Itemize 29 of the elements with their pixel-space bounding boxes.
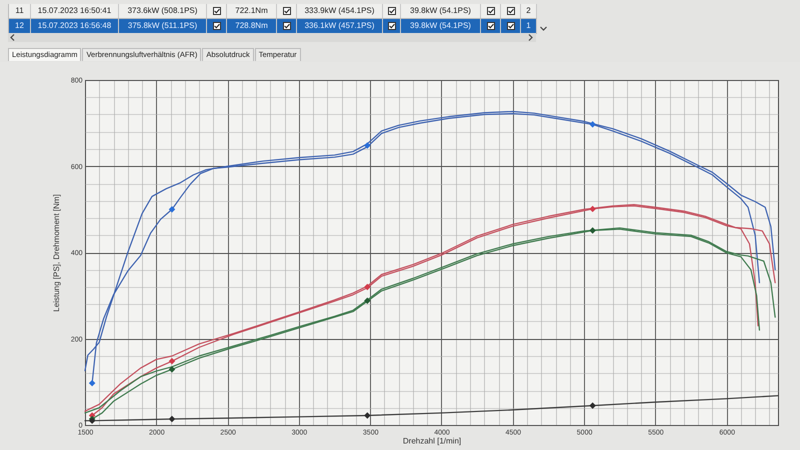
text: 1 bbox=[521, 19, 537, 33]
point bbox=[168, 416, 176, 422]
text: 39.8kW (54.1PS) bbox=[401, 19, 481, 33]
text: 373.6kW (508.1PS) bbox=[119, 4, 207, 18]
point bbox=[364, 284, 371, 290]
point bbox=[364, 142, 371, 149]
point bbox=[168, 206, 176, 213]
text: 336.1kW (457.1PS) bbox=[297, 19, 383, 33]
text: 2 bbox=[521, 4, 537, 18]
text: 15.07.2023 16:50:41 bbox=[31, 4, 119, 18]
text: 375.8kW (511.1PS) bbox=[119, 19, 207, 33]
text: 39.8kW (54.1PS) bbox=[401, 4, 481, 18]
point bbox=[589, 402, 596, 409]
point bbox=[88, 380, 96, 386]
point bbox=[364, 298, 371, 304]
point bbox=[168, 366, 176, 373]
text: 12 bbox=[9, 19, 31, 33]
point bbox=[364, 412, 371, 419]
text: 728.8Nm bbox=[227, 19, 277, 33]
text: 722.1Nm bbox=[227, 4, 277, 18]
point bbox=[589, 227, 596, 234]
y-axis-title: Leistung [PS], Drehmoment [Nm] bbox=[52, 194, 61, 312]
point bbox=[589, 206, 596, 212]
text: 11 bbox=[9, 4, 31, 18]
text: 15.07.2023 16:56:48 bbox=[31, 19, 119, 33]
point bbox=[589, 121, 596, 128]
point bbox=[168, 358, 176, 364]
text: 333.9kW (454.1PS) bbox=[297, 4, 383, 18]
x-axis-title: Drehzahl [1/min] bbox=[402, 436, 462, 446]
